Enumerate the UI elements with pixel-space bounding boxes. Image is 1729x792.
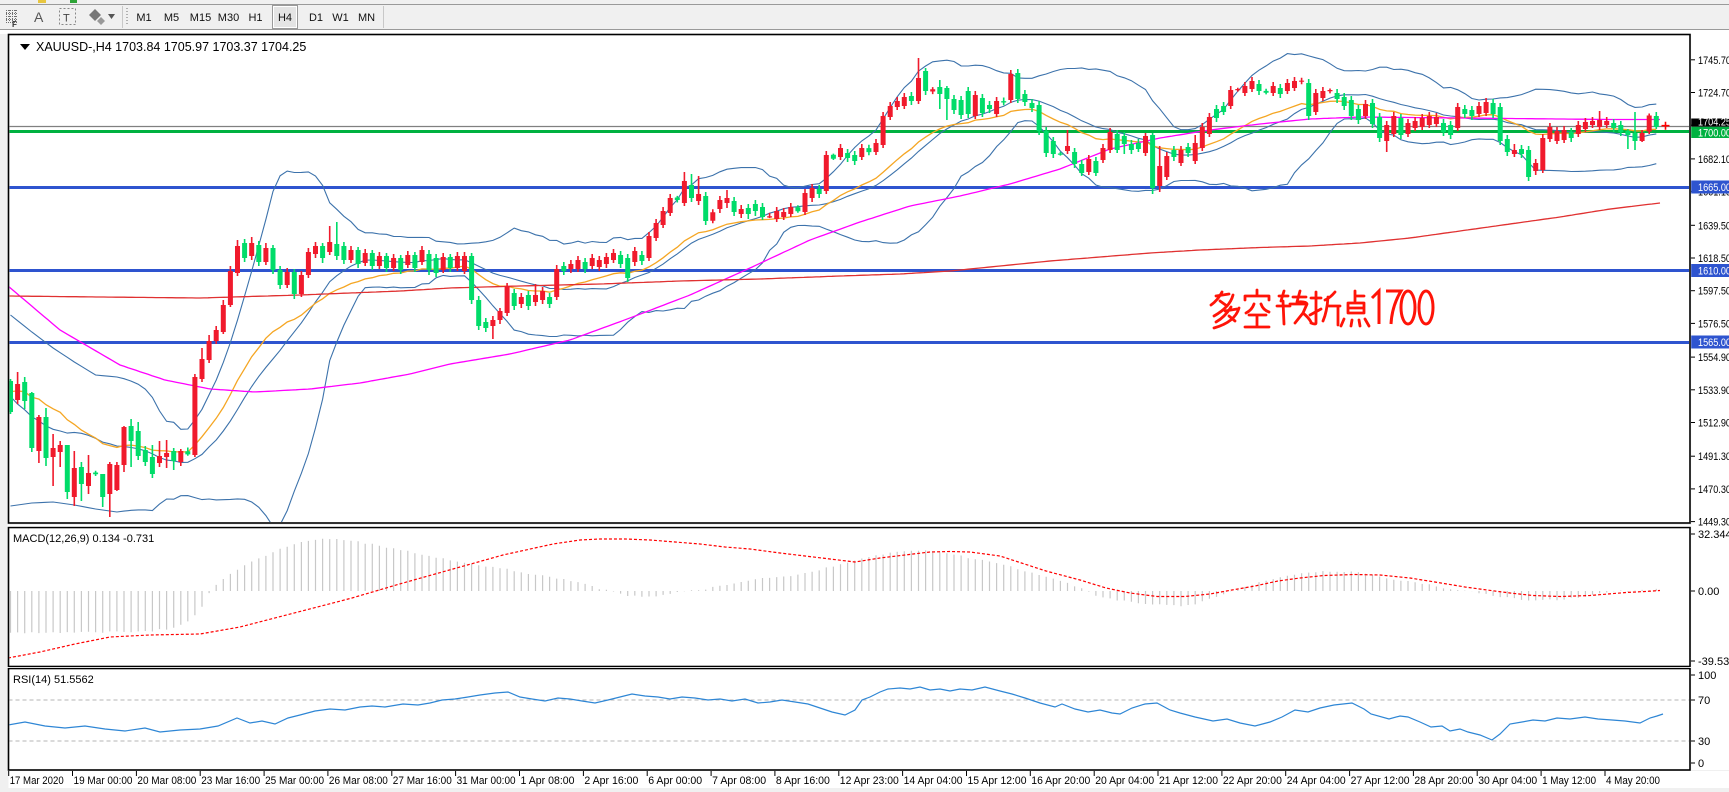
svg-text:1618.50: 1618.50 — [1698, 253, 1729, 265]
svg-text:M30: M30 — [218, 12, 239, 24]
svg-text:27 Apr 12:00: 27 Apr 12:00 — [1351, 775, 1410, 787]
svg-text:1700.00: 1700.00 — [1698, 127, 1729, 139]
svg-text:XAUUSD-,H4 1703.84 1705.97 17: XAUUSD-,H4 1703.84 1705.97 1703.37 1704.… — [36, 40, 306, 54]
svg-text:23 Mar 16:00: 23 Mar 16:00 — [201, 775, 260, 787]
svg-text:1449.30: 1449.30 — [1698, 517, 1729, 529]
svg-text:MN: MN — [358, 12, 375, 24]
svg-text:20 Mar 08:00: 20 Mar 08:00 — [137, 775, 196, 787]
svg-text:19 Mar 00:00: 19 Mar 00:00 — [74, 775, 133, 787]
svg-text:0.00: 0.00 — [1698, 586, 1719, 598]
svg-text:RSI(14) 51.5562: RSI(14) 51.5562 — [13, 674, 94, 686]
svg-text:2 Apr 16:00: 2 Apr 16:00 — [584, 775, 638, 787]
svg-text:1 Apr 08:00: 1 Apr 08:00 — [521, 775, 575, 787]
svg-text:1704.25: 1704.25 — [1698, 116, 1729, 128]
svg-text:M5: M5 — [164, 12, 179, 24]
svg-text:1639.50: 1639.50 — [1698, 220, 1729, 232]
svg-text:1554.90: 1554.90 — [1698, 352, 1729, 364]
svg-text:0: 0 — [1698, 758, 1704, 770]
svg-text:26 Mar 08:00: 26 Mar 08:00 — [329, 775, 388, 787]
svg-text:6 Apr 00:00: 6 Apr 00:00 — [648, 775, 702, 787]
svg-text:M1: M1 — [136, 12, 151, 24]
svg-text:1597.50: 1597.50 — [1698, 286, 1729, 298]
svg-text:1491.30: 1491.30 — [1698, 451, 1729, 463]
svg-text:32.344: 32.344 — [1698, 529, 1729, 541]
svg-text:27 Mar 16:00: 27 Mar 16:00 — [393, 775, 452, 787]
svg-text:MACD(12,26,9) 0.134 -0.731: MACD(12,26,9) 0.134 -0.731 — [13, 533, 154, 545]
svg-text:15 Apr 12:00: 15 Apr 12:00 — [968, 775, 1027, 787]
svg-text:12 Apr 23:00: 12 Apr 23:00 — [840, 775, 899, 787]
svg-text:70: 70 — [1698, 695, 1710, 707]
svg-text:-39.539: -39.539 — [1698, 656, 1729, 668]
svg-text:25 Mar 00:00: 25 Mar 00:00 — [265, 775, 324, 787]
svg-text:7 Apr 08:00: 7 Apr 08:00 — [712, 775, 766, 787]
svg-text:24 Apr 04:00: 24 Apr 04:00 — [1287, 775, 1346, 787]
svg-text:22 Apr 20:00: 22 Apr 20:00 — [1223, 775, 1282, 787]
svg-text:100: 100 — [1698, 670, 1716, 682]
svg-text:A: A — [34, 9, 44, 25]
svg-text:M15: M15 — [190, 12, 211, 24]
svg-text:17 Mar 2020: 17 Mar 2020 — [10, 775, 64, 787]
svg-text:21 Apr 12:00: 21 Apr 12:00 — [1159, 775, 1218, 787]
svg-text:H4: H4 — [278, 12, 292, 24]
svg-text:31 Mar 00:00: 31 Mar 00:00 — [457, 775, 516, 787]
svg-text:1470.30: 1470.30 — [1698, 484, 1729, 496]
svg-text:T: T — [63, 13, 70, 25]
svg-text:8 Apr 16:00: 8 Apr 16:00 — [776, 775, 830, 787]
svg-text:30: 30 — [1698, 736, 1710, 748]
svg-text:H1: H1 — [248, 12, 262, 24]
svg-text:1565.00: 1565.00 — [1698, 337, 1729, 349]
svg-text:1576.50: 1576.50 — [1698, 318, 1729, 330]
svg-text:F: F — [12, 20, 17, 29]
svg-text:28 Apr 20:00: 28 Apr 20:00 — [1414, 775, 1473, 787]
svg-text:1724.70: 1724.70 — [1698, 88, 1729, 100]
svg-text:D1: D1 — [309, 12, 323, 24]
svg-text:14 Apr 04:00: 14 Apr 04:00 — [904, 775, 963, 787]
svg-text:20 Apr 04:00: 20 Apr 04:00 — [1095, 775, 1154, 787]
svg-text:1 May 12:00: 1 May 12:00 — [1542, 775, 1596, 787]
svg-text:1610.00: 1610.00 — [1698, 266, 1729, 278]
svg-text:16 Apr 20:00: 16 Apr 20:00 — [1031, 775, 1090, 787]
svg-text:1665.00: 1665.00 — [1698, 182, 1729, 194]
svg-text:1745.70: 1745.70 — [1698, 55, 1729, 67]
svg-text:W1: W1 — [332, 12, 349, 24]
svg-text:4 May 20:00: 4 May 20:00 — [1606, 775, 1660, 787]
svg-text:1533.90: 1533.90 — [1698, 385, 1729, 397]
svg-text:1682.10: 1682.10 — [1698, 154, 1729, 166]
svg-text:1512.90: 1512.90 — [1698, 418, 1729, 430]
svg-text:30 Apr 04:00: 30 Apr 04:00 — [1478, 775, 1537, 787]
